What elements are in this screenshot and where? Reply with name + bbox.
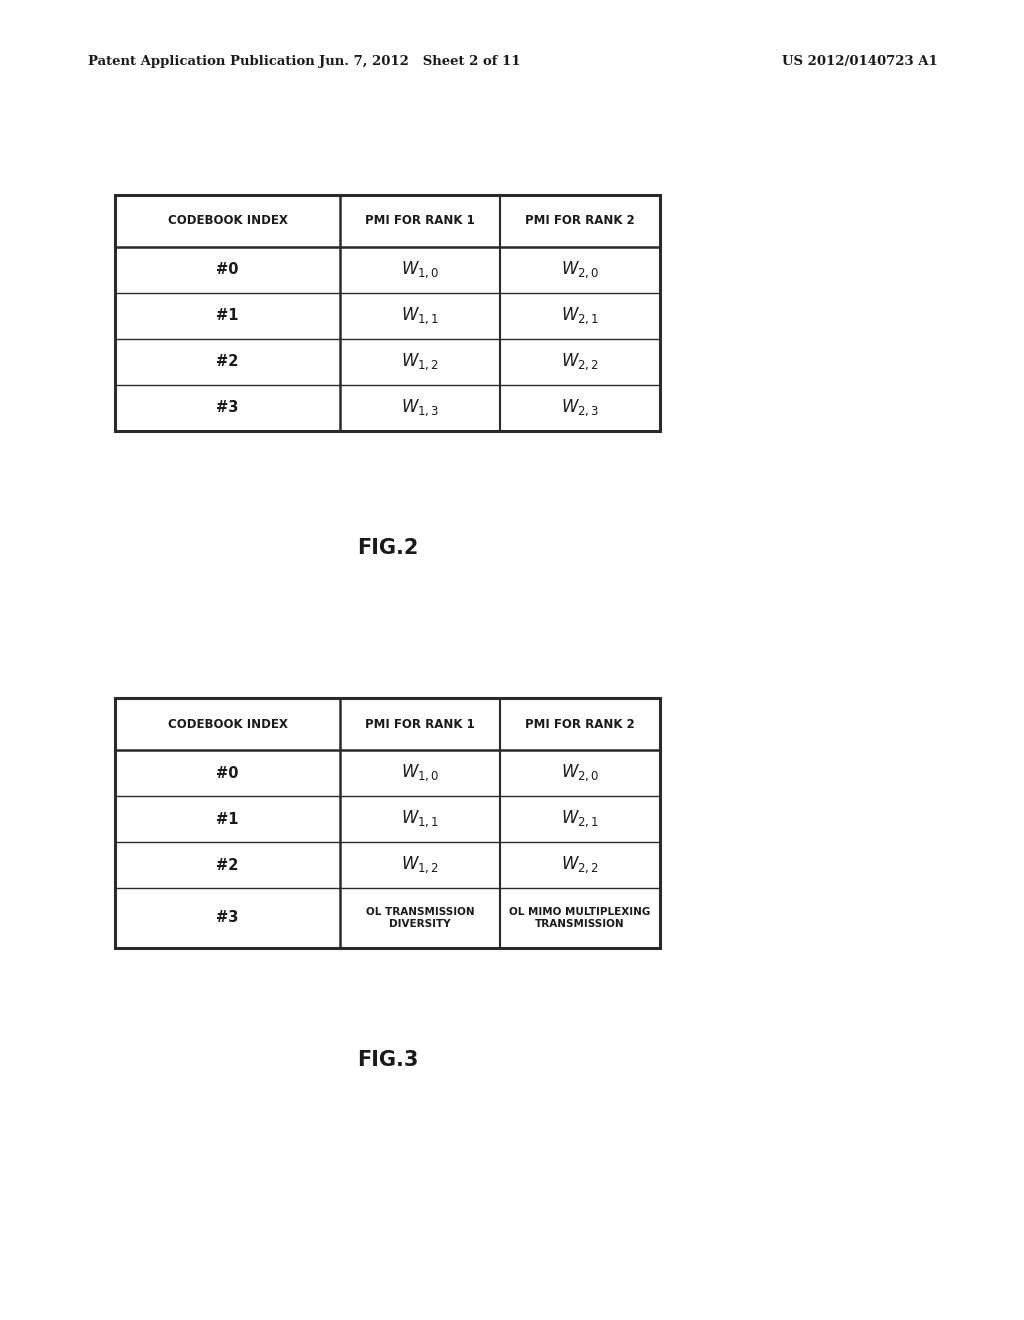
Text: $\mathit{W}_{2,2}$: $\mathit{W}_{2,2}$ bbox=[561, 855, 599, 875]
Text: #3: #3 bbox=[216, 400, 239, 416]
Text: FIG.3: FIG.3 bbox=[357, 1049, 419, 1071]
Text: OL TRANSMISSION
DIVERSITY: OL TRANSMISSION DIVERSITY bbox=[366, 907, 474, 929]
Text: $\mathit{W}_{1,2}$: $\mathit{W}_{1,2}$ bbox=[401, 855, 439, 875]
Text: $\mathit{W}_{2,2}$: $\mathit{W}_{2,2}$ bbox=[561, 351, 599, 372]
Text: FIG.2: FIG.2 bbox=[357, 539, 419, 558]
Text: CODEBOOK INDEX: CODEBOOK INDEX bbox=[168, 718, 288, 730]
Text: Jun. 7, 2012   Sheet 2 of 11: Jun. 7, 2012 Sheet 2 of 11 bbox=[319, 55, 521, 69]
Bar bbox=[115, 195, 660, 432]
Text: #0: #0 bbox=[216, 263, 239, 277]
Text: PMI FOR RANK 2: PMI FOR RANK 2 bbox=[525, 214, 635, 227]
Text: $\mathit{W}_{1,1}$: $\mathit{W}_{1,1}$ bbox=[401, 306, 439, 326]
Text: Patent Application Publication: Patent Application Publication bbox=[88, 55, 314, 69]
Text: $\mathit{W}_{2,0}$: $\mathit{W}_{2,0}$ bbox=[561, 763, 599, 783]
Text: US 2012/0140723 A1: US 2012/0140723 A1 bbox=[782, 55, 938, 69]
Text: $\mathit{W}_{2,1}$: $\mathit{W}_{2,1}$ bbox=[561, 306, 599, 326]
Text: #1: #1 bbox=[216, 812, 239, 826]
Text: #2: #2 bbox=[216, 355, 239, 370]
Text: $\mathit{W}_{1,1}$: $\mathit{W}_{1,1}$ bbox=[401, 809, 439, 829]
Text: #2: #2 bbox=[216, 858, 239, 873]
Text: PMI FOR RANK 1: PMI FOR RANK 1 bbox=[366, 718, 475, 730]
Text: #3: #3 bbox=[216, 911, 239, 925]
Text: $\mathit{W}_{1,2}$: $\mathit{W}_{1,2}$ bbox=[401, 351, 439, 372]
Text: PMI FOR RANK 2: PMI FOR RANK 2 bbox=[525, 718, 635, 730]
Text: $\mathit{W}_{2,3}$: $\mathit{W}_{2,3}$ bbox=[561, 397, 599, 418]
Text: #0: #0 bbox=[216, 766, 239, 780]
Bar bbox=[115, 698, 660, 948]
Text: $\mathit{W}_{1,0}$: $\mathit{W}_{1,0}$ bbox=[400, 763, 439, 783]
Text: $\mathit{W}_{2,1}$: $\mathit{W}_{2,1}$ bbox=[561, 809, 599, 829]
Text: PMI FOR RANK 1: PMI FOR RANK 1 bbox=[366, 214, 475, 227]
Text: CODEBOOK INDEX: CODEBOOK INDEX bbox=[168, 214, 288, 227]
Text: $\mathit{W}_{2,0}$: $\mathit{W}_{2,0}$ bbox=[561, 260, 599, 280]
Text: $\mathit{W}_{1,0}$: $\mathit{W}_{1,0}$ bbox=[400, 260, 439, 280]
Text: OL MIMO MULTIPLEXING
TRANSMISSION: OL MIMO MULTIPLEXING TRANSMISSION bbox=[509, 907, 650, 929]
Text: $\mathit{W}_{1,3}$: $\mathit{W}_{1,3}$ bbox=[400, 397, 439, 418]
Text: #1: #1 bbox=[216, 309, 239, 323]
